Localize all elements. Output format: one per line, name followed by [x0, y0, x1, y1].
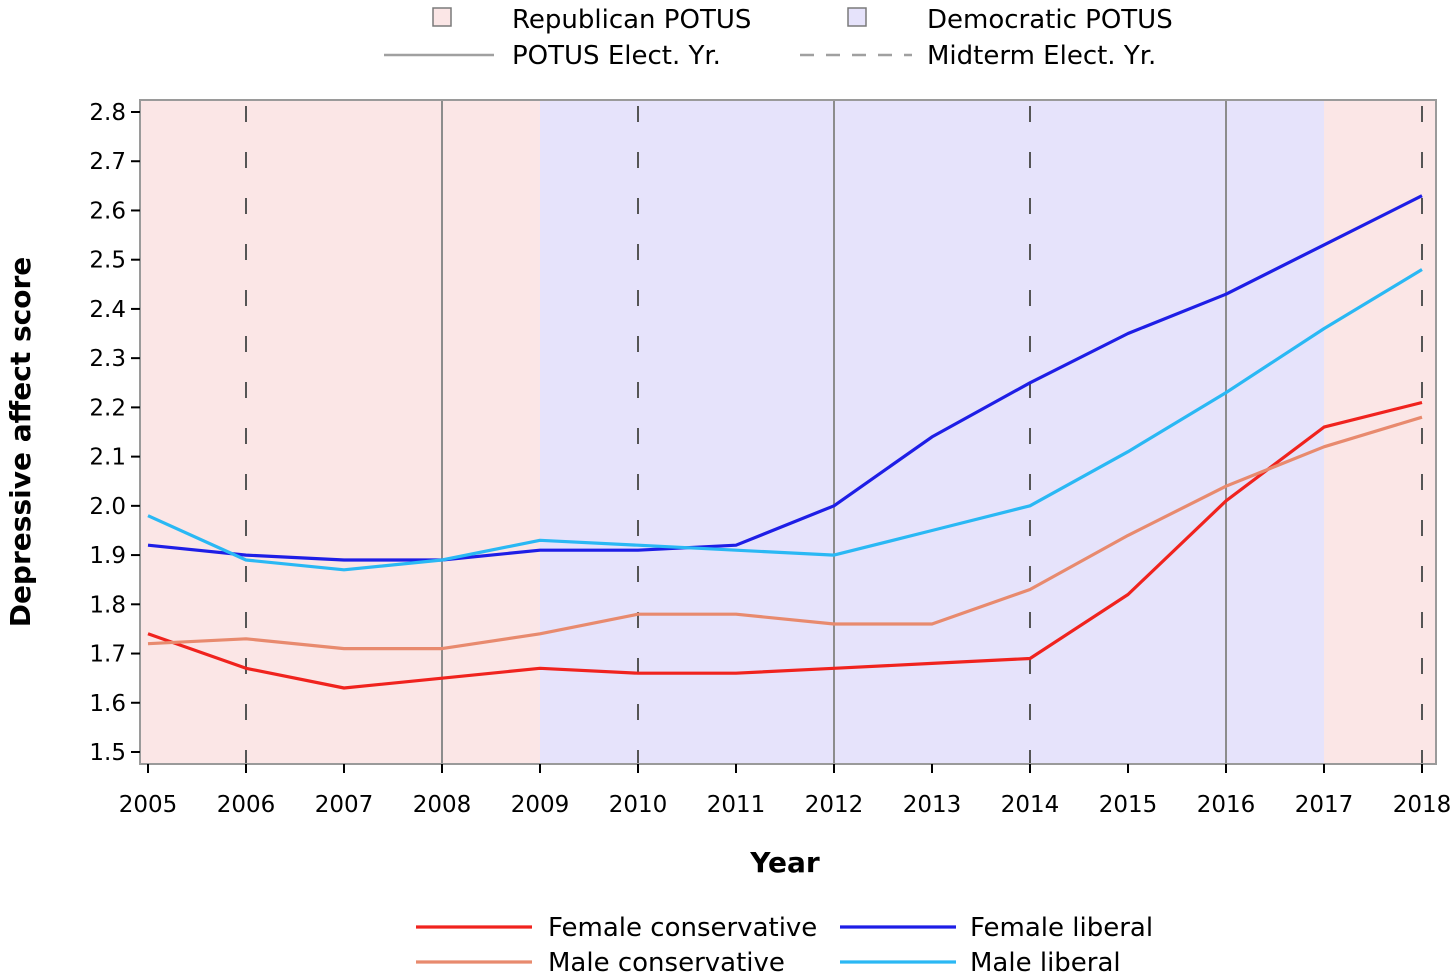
y-tick-label: 1.9 — [89, 543, 126, 569]
x-axis-title: Year — [749, 846, 820, 879]
x-tick-label: 2010 — [609, 792, 668, 818]
legend-republican-swatch — [432, 7, 452, 27]
x-tick-label: 2011 — [707, 792, 766, 818]
plot-frame — [139, 99, 1437, 765]
legend-democratic-label: Democratic POTUS — [927, 5, 1173, 35]
x-tick-label: 2016 — [1197, 792, 1256, 818]
legend-top: Republican POTUS Democratic POTUS POTUS … — [384, 5, 1173, 71]
legend-republican-label: Republican POTUS — [512, 5, 751, 35]
legend-label-male-conservative: Male conservative — [548, 948, 785, 978]
x-tick-label: 2017 — [1295, 792, 1354, 818]
y-tick-label: 2.0 — [89, 494, 126, 520]
y-tick-label: 1.8 — [89, 592, 126, 618]
legend-potus-line-label: POTUS Elect. Yr. — [512, 41, 721, 71]
shade-democratic-potus-2009 — [540, 100, 1324, 764]
series-line-male-conservative — [147, 415, 1423, 651]
y-tick-label: 2.5 — [89, 248, 126, 274]
y-tick-label: 1.6 — [89, 691, 126, 717]
y-tick-label: 2.4 — [89, 297, 126, 323]
y-tick-label: 1.7 — [89, 642, 126, 668]
y-tick-label: 2.1 — [89, 445, 126, 471]
legend-label-female-conservative: Female conservative — [548, 913, 817, 943]
shade-republican-potus-2017 — [1324, 100, 1436, 764]
x-tick-label: 2008 — [413, 792, 472, 818]
president-party-shading — [140, 100, 1436, 764]
x-axis: 2005 2006 2007 2008 2009 2010 2011 2012 2013 2014… — [119, 764, 1452, 818]
y-tick-label: 2.8 — [89, 100, 126, 126]
x-tick-label: 2007 — [315, 792, 374, 818]
x-tick-label: 2015 — [1099, 792, 1158, 818]
legend-label-male-liberal: Male liberal — [970, 948, 1121, 978]
y-tick-label: 2.6 — [89, 198, 126, 224]
x-tick-label: 2013 — [903, 792, 962, 818]
legend-midterm-line-label: Midterm Elect. Yr. — [927, 41, 1156, 71]
x-tick-label: 2012 — [805, 792, 864, 818]
legend-bottom: Female conservative Female liberal Male co… — [416, 913, 1153, 978]
x-tick-label: 2009 — [511, 792, 570, 818]
series-line-female-conservative — [147, 400, 1423, 690]
series-line-female-liberal — [147, 194, 1423, 562]
shade-republican-potus-2005 — [140, 100, 540, 764]
series-line-male-liberal — [147, 268, 1423, 572]
data-series — [147, 194, 1423, 690]
y-tick-label: 2.3 — [89, 346, 126, 372]
y-tick-label: 2.7 — [89, 149, 126, 175]
legend-democratic-swatch — [847, 7, 867, 27]
legend-label-female-liberal: Female liberal — [970, 913, 1153, 943]
y-tick-label: 2.2 — [89, 395, 126, 421]
x-tick-label: 2014 — [1001, 792, 1060, 818]
x-tick-label: 2006 — [217, 792, 276, 818]
election-year-lines — [245, 100, 1423, 764]
y-axis: 1.5 1.6 1.7 1.8 1.9 2.0 2.1 2.2 2.3 2.4 2.5 2.6 2.7 2… — [89, 100, 140, 766]
x-tick-label: 2018 — [1393, 792, 1452, 818]
y-axis-title: Depressive affect score — [4, 257, 37, 628]
x-tick-label: 2005 — [119, 792, 178, 818]
y-tick-label: 1.5 — [89, 740, 126, 766]
